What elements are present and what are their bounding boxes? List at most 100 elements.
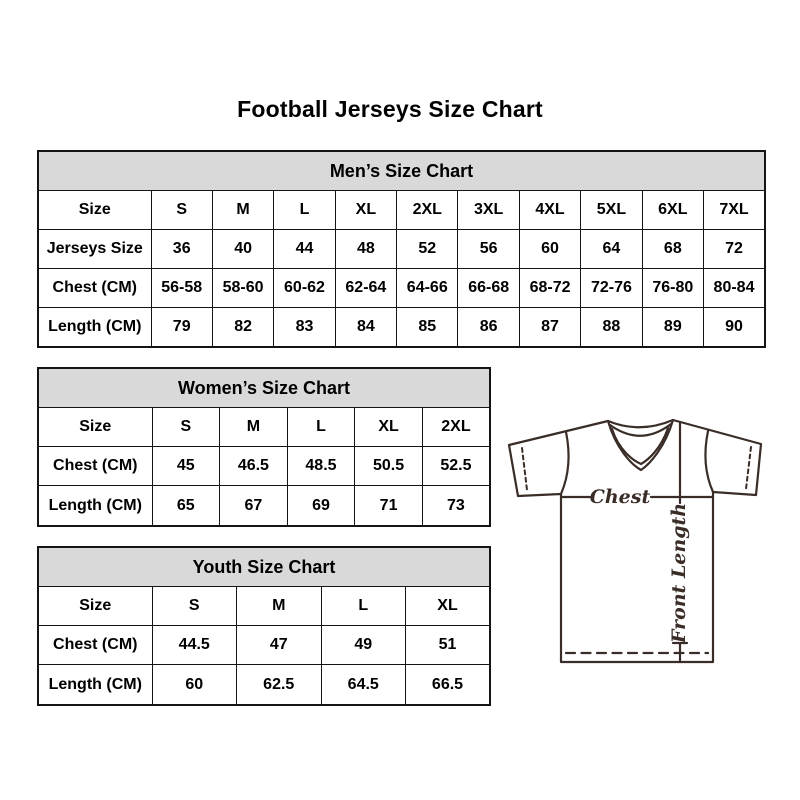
table-row: Size S M L XL <box>37 585 491 627</box>
value-cell: M <box>211 190 275 230</box>
value-cell: 60-62 <box>273 267 336 308</box>
value-cell: 73 <box>421 485 491 527</box>
value-cell: 7XL <box>703 190 766 230</box>
value-cell: S <box>151 585 237 627</box>
value-cell: 68 <box>641 228 705 269</box>
row-label-cell: Length (CM) <box>37 485 153 527</box>
value-cell: 71 <box>354 485 423 527</box>
value-cell: 72-76 <box>580 267 643 308</box>
table-row: Chest (CM) 56-58 58-60 60-62 62-64 64-66 66-68… <box>37 267 766 308</box>
value-cell: 40 <box>211 228 275 269</box>
row-label-cell: Jerseys Size <box>37 228 152 269</box>
right-sleeve-seam <box>704 429 715 494</box>
value-cell: 76-80 <box>641 267 705 308</box>
value-cell: 4XL <box>518 190 582 230</box>
value-cell: L <box>273 190 336 230</box>
right-cuff-dashed-line <box>745 446 752 490</box>
value-cell: 50.5 <box>354 446 423 487</box>
value-cell: 48 <box>334 228 398 269</box>
value-cell: 64-66 <box>396 267 459 308</box>
value-cell: XL <box>334 190 398 230</box>
value-cell: L <box>286 406 356 448</box>
front-length-label: Front Length <box>668 503 690 644</box>
value-cell: 88 <box>580 306 643 348</box>
chest-label: Chest <box>590 486 651 508</box>
value-cell: 80-84 <box>703 267 766 308</box>
value-cell: 64.5 <box>320 664 406 706</box>
row-label-cell: Chest (CM) <box>37 267 152 308</box>
table-row: Chest (CM) 45 46.5 48.5 50.5 52.5 <box>37 446 491 487</box>
table-row: Size S M L XL 2XL <box>37 406 491 448</box>
value-cell: 46.5 <box>219 446 288 487</box>
value-cell: 82 <box>211 306 275 348</box>
value-cell: 65 <box>151 485 221 527</box>
jersey-outline <box>507 418 763 664</box>
value-cell: 79 <box>150 306 213 348</box>
value-cell: 56 <box>457 228 520 269</box>
value-cell: 47 <box>236 625 322 666</box>
value-cell: S <box>150 190 213 230</box>
collar-arc-inner <box>608 422 673 437</box>
table-row: Chest (CM) 44.5 47 49 51 <box>37 625 491 666</box>
table-header-row: Men’s Size Chart <box>37 150 766 191</box>
page-title: Football Jerseys Size Chart <box>237 96 543 122</box>
womens-size-table: Women’s Size Chart Size S M L XL 2XL Chest (CM… <box>37 367 491 527</box>
value-cell: 67 <box>219 485 288 527</box>
jersey-body-path <box>507 418 763 664</box>
row-label-cell: Size <box>37 190 152 230</box>
value-cell: 48.5 <box>286 446 356 487</box>
value-cell: XL <box>354 406 423 448</box>
value-cell: M <box>219 406 288 448</box>
youth-table-title: Youth Size Chart <box>37 546 491 587</box>
value-cell: 84 <box>334 306 398 348</box>
value-cell: 83 <box>273 306 336 348</box>
table-row: Length (CM) 65 67 69 71 73 <box>37 485 491 527</box>
value-cell: 2XL <box>421 406 491 448</box>
value-cell: 49 <box>320 625 406 666</box>
value-cell: XL <box>405 585 491 627</box>
value-cell: 6XL <box>641 190 705 230</box>
value-cell: 85 <box>396 306 459 348</box>
table-header-row: Youth Size Chart <box>37 546 491 587</box>
value-cell: 60 <box>518 228 582 269</box>
value-cell: 66.5 <box>405 664 491 706</box>
value-cell: 72 <box>703 228 766 269</box>
value-cell: 62.5 <box>236 664 322 706</box>
row-label-cell: Length (CM) <box>37 306 152 348</box>
value-cell: 45 <box>151 446 221 487</box>
value-cell: 58-60 <box>211 267 275 308</box>
value-cell: M <box>236 585 322 627</box>
table-row: Jerseys Size 36 40 44 48 52 56 60 64 68 72 <box>37 228 766 269</box>
value-cell: 68-72 <box>518 267 582 308</box>
youth-size-table: Youth Size Chart Size S M L XL Chest (CM) 44.5… <box>37 546 491 706</box>
jersey-measurement-diagram: Chest Front Length <box>507 418 763 664</box>
value-cell: S <box>151 406 221 448</box>
table-row: Size S M L XL 2XL 3XL 4XL 5XL 6XL 7XL <box>37 190 766 230</box>
value-cell: 56-58 <box>150 267 213 308</box>
mens-size-table: Men’s Size Chart Size S M L XL 2XL 3XL 4XL 5XL 6X… <box>37 150 766 348</box>
row-label-cell: Size <box>37 585 153 627</box>
value-cell: 51 <box>405 625 491 666</box>
mens-table-title: Men’s Size Chart <box>37 150 766 191</box>
value-cell: 44.5 <box>151 625 237 666</box>
value-cell: 89 <box>641 306 705 348</box>
value-cell: 60 <box>151 664 237 706</box>
value-cell: 86 <box>457 306 520 348</box>
value-cell: 36 <box>150 228 213 269</box>
vneck-inner <box>610 426 670 466</box>
row-label-cell: Size <box>37 406 153 448</box>
value-cell: 52 <box>396 228 459 269</box>
value-cell: 64 <box>580 228 643 269</box>
table-header-row: Women’s Size Chart <box>37 367 491 408</box>
value-cell: 52.5 <box>421 446 491 487</box>
collar-arc-outer <box>606 418 675 429</box>
value-cell: 69 <box>286 485 356 527</box>
value-cell: 3XL <box>457 190 520 230</box>
value-cell: 2XL <box>396 190 459 230</box>
row-label-cell: Chest (CM) <box>37 625 153 666</box>
value-cell: 87 <box>518 306 582 348</box>
value-cell: 44 <box>273 228 336 269</box>
value-cell: 62-64 <box>334 267 398 308</box>
value-cell: 5XL <box>580 190 643 230</box>
